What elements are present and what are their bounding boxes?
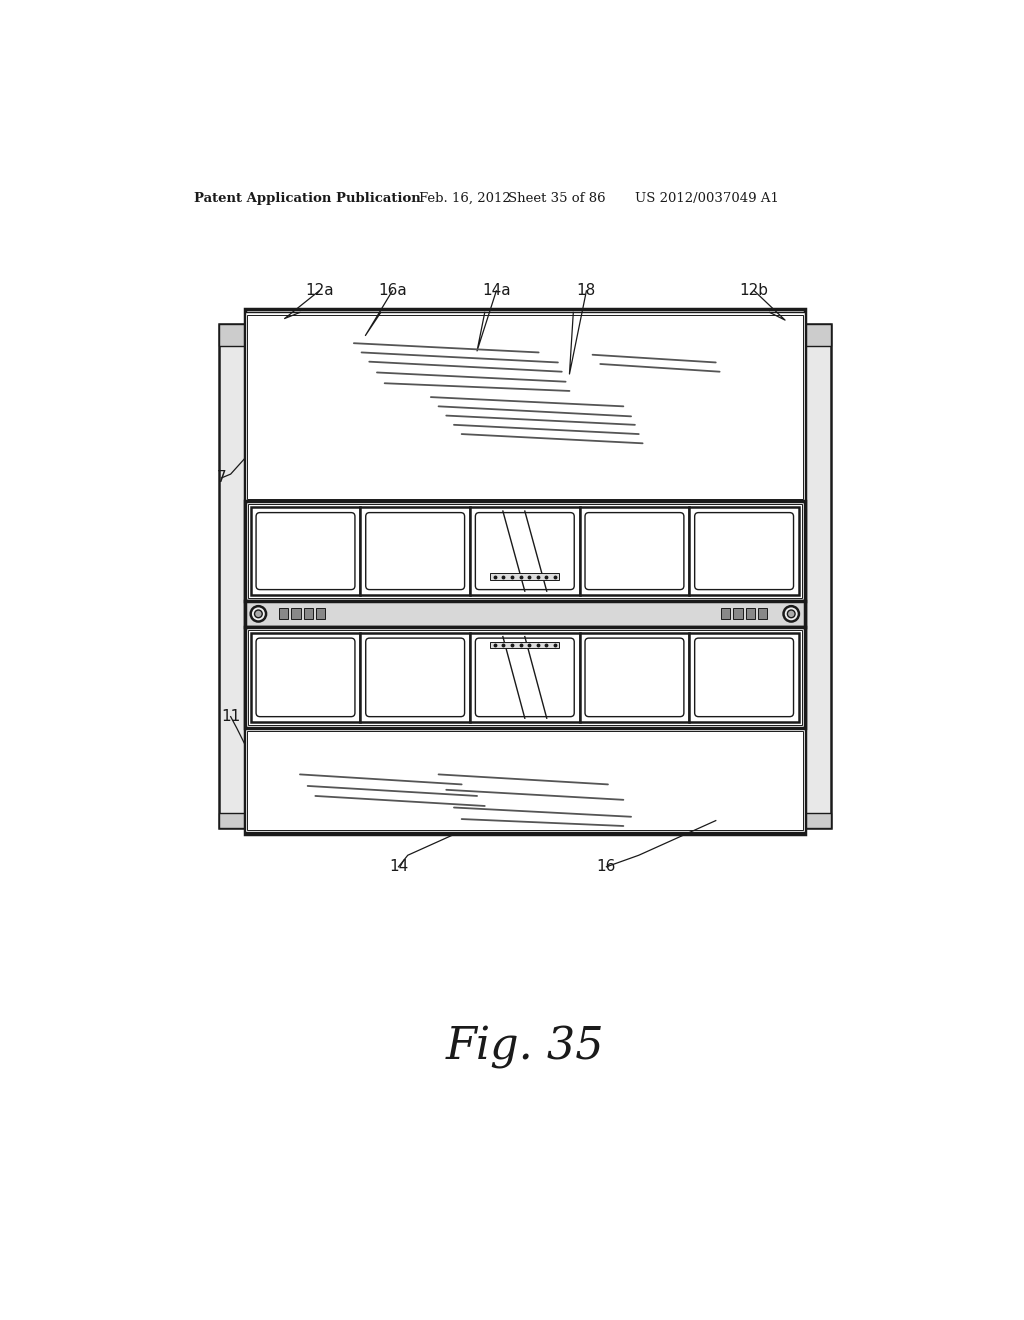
- FancyBboxPatch shape: [366, 638, 465, 717]
- Bar: [245, 309, 805, 834]
- Bar: [470, 507, 580, 595]
- Bar: [689, 507, 799, 595]
- Bar: [316, 609, 326, 619]
- Bar: [245, 601, 805, 627]
- Bar: [292, 609, 301, 619]
- Bar: [245, 729, 805, 832]
- Text: 14: 14: [389, 859, 409, 874]
- Bar: [219, 323, 245, 829]
- Circle shape: [787, 610, 795, 618]
- Text: 16a: 16a: [378, 284, 407, 298]
- Text: 12b: 12b: [739, 284, 769, 298]
- Text: US 2012/0037049 A1: US 2012/0037049 A1: [635, 191, 779, 205]
- FancyBboxPatch shape: [256, 638, 355, 717]
- Bar: [689, 632, 799, 722]
- Bar: [721, 609, 730, 619]
- Bar: [245, 313, 805, 502]
- Bar: [251, 507, 360, 595]
- Text: 12a: 12a: [305, 284, 334, 298]
- Bar: [758, 609, 767, 619]
- FancyBboxPatch shape: [585, 638, 684, 717]
- Bar: [219, 813, 245, 829]
- Bar: [360, 507, 470, 595]
- Bar: [733, 609, 742, 619]
- Text: 14a: 14a: [482, 284, 511, 298]
- Bar: [248, 630, 802, 725]
- FancyBboxPatch shape: [256, 512, 355, 590]
- Text: Sheet 35 of 86: Sheet 35 of 86: [508, 191, 605, 205]
- Bar: [805, 323, 831, 829]
- Bar: [470, 632, 580, 722]
- FancyBboxPatch shape: [694, 638, 794, 717]
- Text: 7: 7: [217, 470, 226, 486]
- Bar: [245, 627, 805, 729]
- Bar: [219, 323, 245, 346]
- FancyBboxPatch shape: [366, 512, 465, 590]
- Bar: [490, 642, 559, 648]
- Bar: [745, 609, 755, 619]
- Text: Feb. 16, 2012: Feb. 16, 2012: [419, 191, 511, 205]
- FancyBboxPatch shape: [475, 512, 574, 590]
- Bar: [280, 609, 289, 619]
- Circle shape: [783, 606, 799, 622]
- Bar: [248, 504, 802, 598]
- Bar: [251, 632, 360, 722]
- FancyBboxPatch shape: [475, 638, 574, 717]
- Text: 11: 11: [221, 709, 241, 725]
- Text: 18: 18: [577, 284, 596, 298]
- Bar: [247, 730, 803, 830]
- Bar: [580, 507, 689, 595]
- Bar: [490, 573, 559, 579]
- Text: 16: 16: [597, 859, 616, 874]
- Text: Fig. 35: Fig. 35: [445, 1026, 604, 1069]
- Bar: [304, 609, 313, 619]
- Circle shape: [251, 606, 266, 622]
- Bar: [245, 502, 805, 601]
- FancyBboxPatch shape: [694, 512, 794, 590]
- Circle shape: [255, 610, 262, 618]
- Bar: [580, 632, 689, 722]
- Bar: [805, 323, 831, 346]
- Text: Patent Application Publication: Patent Application Publication: [195, 191, 421, 205]
- Bar: [360, 632, 470, 722]
- Bar: [247, 314, 803, 499]
- FancyBboxPatch shape: [585, 512, 684, 590]
- Bar: [805, 813, 831, 829]
